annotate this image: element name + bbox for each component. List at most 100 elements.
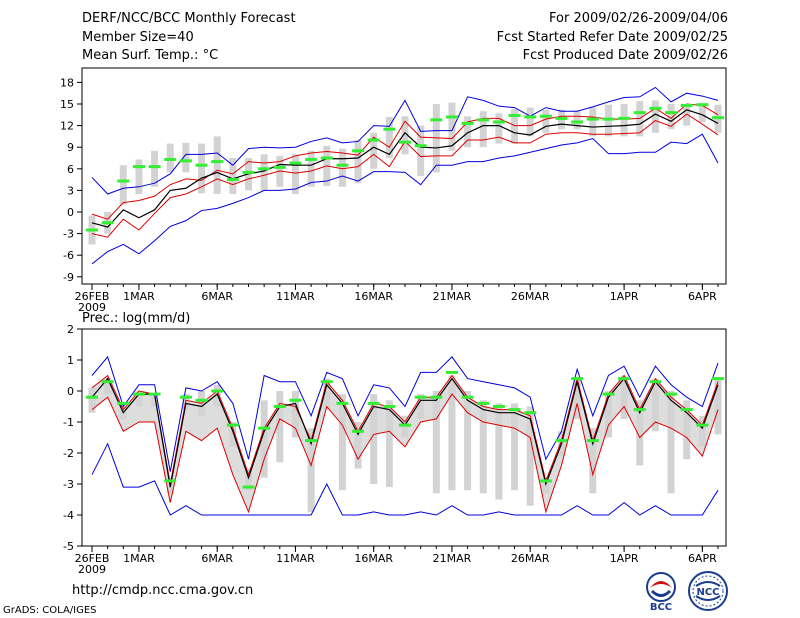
member-marker	[508, 114, 521, 118]
mean-line	[91, 109, 719, 228]
range-box	[354, 140, 362, 184]
forecast-started-date: Fcst Started Refer Date 2009/02/25	[496, 30, 728, 45]
chart-title: DERF/NCC/BCC Monthly Forecast	[82, 11, 296, 26]
member-marker	[633, 111, 646, 115]
range-box	[683, 104, 691, 126]
member-marker	[399, 140, 411, 144]
y-tick-label: -3	[63, 228, 74, 241]
bcc-logo-text: BCC	[650, 602, 672, 612]
range-box	[119, 165, 127, 205]
member-marker	[461, 395, 474, 399]
max-line	[91, 86, 719, 195]
member-marker	[555, 439, 568, 443]
member-marker	[195, 163, 208, 167]
member-marker	[305, 157, 318, 161]
member-marker	[86, 395, 98, 399]
member-marker	[179, 395, 192, 399]
forecast-produced-date: Fcst Produced Date 2009/02/26	[522, 48, 728, 63]
range-box	[260, 154, 268, 191]
bcc-logo: BCC	[646, 572, 676, 612]
range-box	[667, 104, 675, 130]
member-marker	[226, 423, 239, 427]
member-marker	[226, 178, 239, 182]
member-marker	[101, 380, 114, 384]
panel-frame	[81, 67, 727, 285]
y-tick-label: 0	[67, 206, 74, 219]
range-box	[448, 375, 456, 491]
panel-prec: -5 -4 -3 -2 -1 0 1 2 26FEB 1MAR 6MAR 11MAR 16MAR 21MA…	[63, 311, 727, 576]
member-marker	[430, 395, 443, 399]
range-box	[698, 103, 706, 122]
y-tick-label: 1	[67, 354, 74, 367]
member-marker	[258, 167, 271, 171]
x-tick-label: 1MAR	[123, 552, 155, 565]
member-marker	[148, 392, 161, 396]
y-tick-label: 18	[60, 76, 74, 89]
member-marker	[242, 485, 255, 489]
member-marker	[539, 114, 552, 118]
range-box	[401, 415, 409, 438]
member-marker	[320, 156, 333, 160]
member-marker	[445, 370, 458, 374]
range-box	[526, 107, 534, 137]
x-tick-label: 6MAR	[201, 552, 233, 565]
y-tick-label: 0	[67, 385, 74, 398]
y-tick-label: -5	[63, 540, 74, 553]
member-marker	[696, 423, 709, 427]
member-marker	[352, 429, 365, 433]
x-tick-label: 6APR	[688, 290, 717, 303]
range-box	[370, 394, 378, 484]
member-marker	[633, 408, 646, 412]
member-marker	[242, 170, 255, 174]
x-tick-label: 26FEB	[75, 552, 110, 565]
range-box	[385, 116, 393, 158]
range-box	[104, 378, 112, 395]
member-marker	[179, 159, 192, 163]
range-box	[511, 109, 519, 144]
range-box	[182, 142, 190, 173]
member-marker	[712, 377, 724, 381]
x-tick-label: 6MAR	[201, 290, 233, 303]
panel-title: Prec.: log(mm/d)	[82, 311, 190, 326]
grads-credit: GrADS: COLA/IGES	[3, 605, 97, 616]
member-marker	[492, 120, 505, 124]
member-marker	[195, 398, 208, 402]
range-box	[620, 375, 628, 419]
member-marker	[336, 163, 349, 167]
min-line	[91, 442, 719, 516]
member-marker	[211, 160, 224, 164]
member-marker	[586, 117, 599, 121]
y-tick-label: 12	[60, 120, 74, 133]
member-marker	[680, 103, 693, 107]
range-box	[151, 394, 159, 407]
range-box	[651, 100, 659, 133]
source-url[interactable]: http://cmdp.ncc.cma.gov.cn	[72, 583, 254, 598]
member-marker	[132, 165, 145, 169]
variable-label: Mean Surf. Temp.: °C	[82, 48, 219, 63]
member-marker	[367, 401, 380, 405]
range-box	[448, 102, 456, 151]
member-marker	[352, 149, 365, 153]
range-box	[683, 400, 691, 460]
member-marker	[164, 479, 177, 483]
range-box	[229, 422, 237, 447]
range-box	[495, 403, 503, 500]
x-tick-label: 26MAR	[511, 290, 550, 303]
range-box	[526, 406, 534, 506]
member-marker	[649, 106, 662, 110]
y-tick-label: -3	[63, 478, 74, 491]
y-tick-label: 3	[67, 184, 74, 197]
range-box	[198, 143, 206, 194]
upper-line	[91, 374, 719, 485]
lower-line	[91, 393, 719, 514]
range-box	[307, 150, 315, 187]
member-marker	[618, 116, 631, 120]
range-box	[464, 116, 472, 148]
panel-temp: -9 -6 -3 0 3 6 9 12 15 18 26FEB 1MAR 6MAR 11MAR 16MAR 2…	[60, 67, 727, 314]
range-box	[464, 391, 472, 491]
member-marker	[383, 405, 396, 408]
member-marker	[101, 221, 114, 225]
range-box	[354, 422, 362, 469]
member-marker	[586, 439, 599, 443]
